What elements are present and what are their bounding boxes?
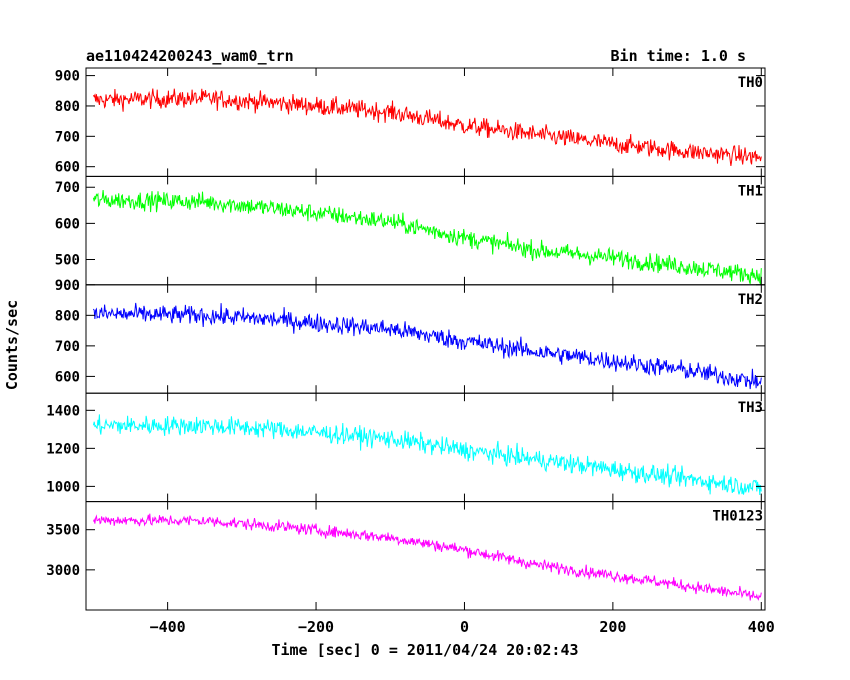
y-tick-label: 800 [55,308,80,324]
chart-header-right: Bin time: 1.0 s [611,47,746,65]
series-line-th0123 [92,513,762,601]
series-line-th1 [92,189,762,286]
panel-th2: 600 700 800 900 TH2 [55,278,766,394]
x-tick-label: 200 [599,618,626,636]
y-tick-label: 700 [55,129,80,145]
panel-th1: 500 600 700 TH1 [55,175,766,286]
x-tick-label: −400 [150,618,186,636]
series-line-th2 [92,302,762,390]
y-tick-label: 700 [55,180,80,196]
y-tick-label: 1000 [46,479,80,495]
y-tick-label: 500 [55,253,80,269]
x-tick-label: 400 [748,618,775,636]
panel-label-th1: TH1 [738,183,763,199]
series-line-th3 [92,414,762,496]
x-tick-label: 0 [460,618,469,636]
panel-label-th3: TH3 [738,400,763,416]
y-tick-label: 800 [55,99,80,115]
y-tick-label: 3000 [46,563,80,579]
y-tick-label: 1400 [46,403,80,419]
panel-frame [85,67,766,177]
y-tick-label: 600 [55,369,80,385]
y-tick-label: 1200 [46,441,80,457]
panel-label-th2: TH2 [738,292,763,308]
y-axis-label: Counts/sec [3,300,21,390]
panel-label-th0: TH0 [738,75,763,91]
y-tick-label: 900 [55,69,80,85]
chart-header-left: ae110424200243_wam0_trn [86,47,294,65]
panel-th0123: 3000 3500 TH0123 [46,501,766,611]
panel-label-th0123: TH0123 [712,509,763,525]
panel-th3: 1000 1200 1400 TH3 [46,392,766,503]
y-tick-label: 600 [55,216,80,232]
y-tick-label: 3500 [46,523,80,539]
panel-frame [85,501,766,611]
y-tick-label: 600 [55,160,80,176]
series-line-th0 [92,88,762,166]
y-tick-label: 900 [55,278,80,294]
y-tick-label: 700 [55,339,80,355]
panel-th0: 600 700 800 900 TH0 [55,67,766,177]
x-axis-label: Time [sec] 0 = 2011/04/24 20:02:43 [271,641,578,659]
x-tick-label: −200 [298,618,334,636]
